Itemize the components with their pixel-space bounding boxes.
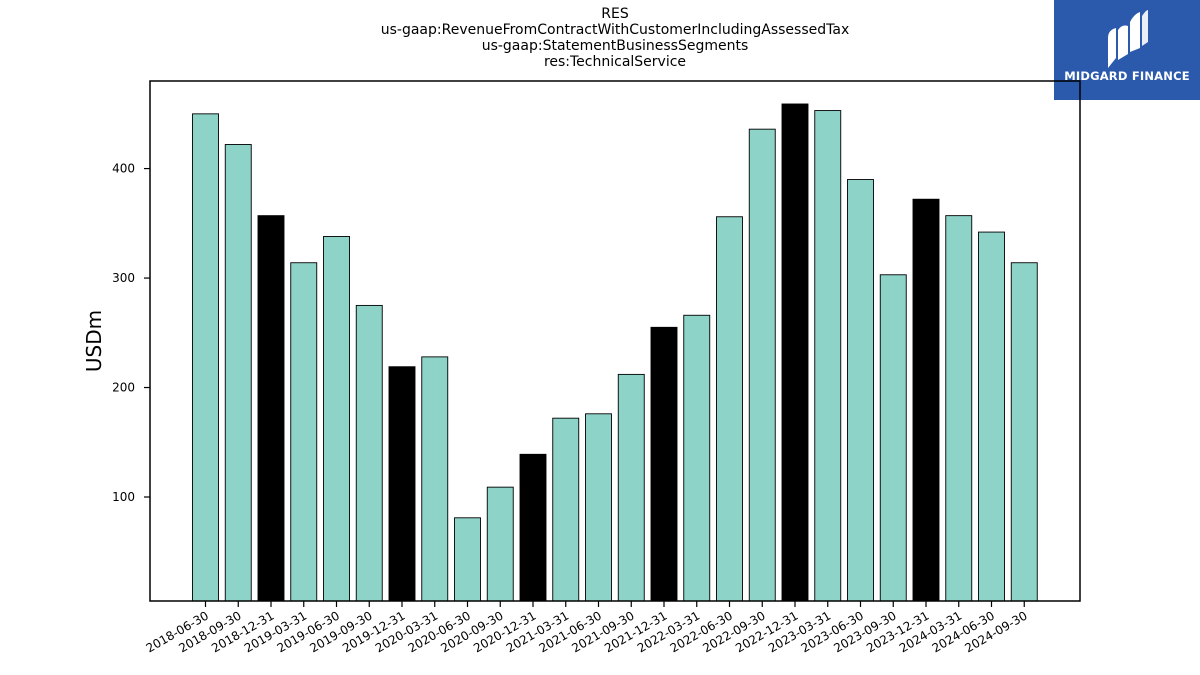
y-tick-label: 400 bbox=[112, 162, 135, 176]
bar-2019-03-31 bbox=[290, 262, 318, 602]
bar-2024-09-30 bbox=[1010, 262, 1038, 602]
bar-2020-12-31 bbox=[519, 453, 547, 602]
title-line-concept: us-gaap:RevenueFromContractWithCustomerI… bbox=[380, 22, 850, 38]
bar-2022-06-30 bbox=[716, 216, 743, 602]
bar-2018-06-30 bbox=[192, 113, 219, 602]
y-tick-label: 300 bbox=[112, 271, 135, 285]
title-line-axis: us-gaap:StatementBusinessSegments bbox=[481, 38, 749, 54]
bar-2023-03-31 bbox=[814, 110, 842, 602]
title-line-member: res:TechnicalService bbox=[543, 54, 687, 70]
title-line-ticker: RES bbox=[601, 6, 629, 22]
bar-2020-06-30 bbox=[454, 517, 481, 602]
bar-2021-09-30 bbox=[617, 373, 645, 602]
plot-frame bbox=[149, 80, 1081, 602]
bar-2020-03-31 bbox=[421, 356, 449, 602]
bar-2023-12-31 bbox=[912, 198, 940, 602]
y-tick-label: 100 bbox=[112, 490, 135, 504]
bar-2019-12-31 bbox=[388, 366, 416, 602]
y-axis: 100 200 300 400 bbox=[112, 162, 150, 504]
x-axis: 2018-06-302018-09-302018-12-312019-03-31… bbox=[144, 601, 1030, 655]
bar-2022-12-31 bbox=[781, 103, 809, 602]
y-axis-label: USDm bbox=[82, 310, 106, 372]
bar-2023-09-30 bbox=[879, 274, 907, 602]
bar-2019-06-30 bbox=[323, 235, 350, 602]
bar-2018-09-30 bbox=[224, 144, 252, 602]
bar-2022-03-31 bbox=[683, 314, 711, 602]
bar-2021-12-31 bbox=[650, 326, 678, 602]
y-tick-label: 200 bbox=[112, 381, 135, 395]
logo-text: MIDGARD FINANCE bbox=[1064, 69, 1190, 83]
brand-logo: MIDGARD FINANCE bbox=[1054, 0, 1200, 100]
bar-2019-09-30 bbox=[355, 304, 383, 602]
bar-2022-09-30 bbox=[748, 128, 776, 602]
bar-2021-03-31 bbox=[552, 417, 580, 602]
bar-2024-06-30 bbox=[978, 231, 1005, 602]
bar-2020-09-30 bbox=[486, 486, 514, 602]
bar-2023-06-30 bbox=[847, 179, 874, 602]
bar-2024-03-31 bbox=[945, 215, 973, 602]
logo-mark-icon bbox=[1108, 10, 1148, 68]
bar-2018-12-31 bbox=[257, 215, 285, 602]
bars-group bbox=[192, 103, 1038, 602]
chart-title: RES us-gaap:RevenueFromContractWithCusto… bbox=[150, 6, 1080, 70]
bar-2021-06-30 bbox=[585, 413, 612, 602]
